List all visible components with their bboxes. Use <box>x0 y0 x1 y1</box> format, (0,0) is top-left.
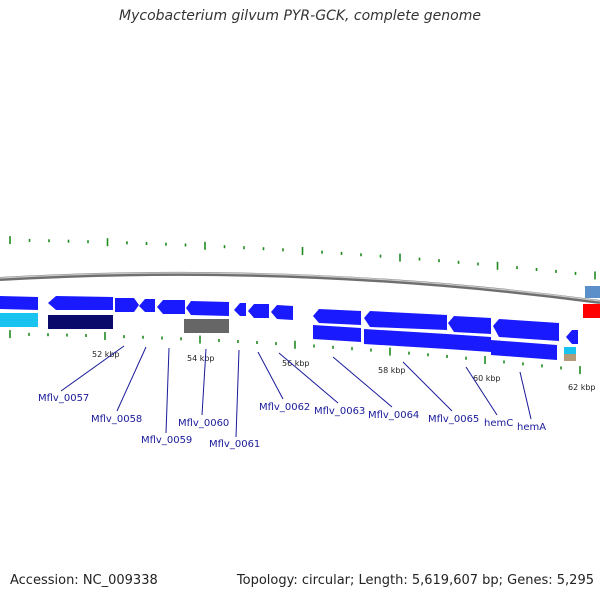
gene-label[interactable]: Mflv_0061 <box>209 439 260 450</box>
gene-feature[interactable] <box>448 316 491 334</box>
scale-label-58kbp: 58 kbp <box>378 366 406 375</box>
genome-backbone <box>0 271 600 304</box>
label-leaders <box>60 345 532 438</box>
gene-feature[interactable] <box>447 334 491 352</box>
gene-label[interactable]: Mflv_0064 <box>368 410 419 421</box>
gene-feature[interactable] <box>0 296 38 310</box>
gene-labels: Mflv_0057 Mflv_0058 Mflv_0059 Mflv_0060 … <box>38 393 546 450</box>
genome-backbone-highlight <box>0 272 600 302</box>
gene-label[interactable]: Mflv_0060 <box>178 418 229 429</box>
gene-label[interactable]: Mflv_0059 <box>141 435 192 446</box>
gene-feature[interactable] <box>364 329 447 349</box>
gene-label[interactable]: hemC <box>484 418 513 429</box>
gene-feature[interactable] <box>271 305 293 320</box>
gene-feature[interactable] <box>248 304 269 318</box>
gene-feature[interactable] <box>313 309 361 325</box>
scale-label-54kbp: 54 kbp <box>187 354 215 363</box>
gene-feature[interactable] <box>364 311 447 330</box>
gene-feature[interactable] <box>564 347 576 354</box>
gene-feature[interactable] <box>583 304 600 318</box>
gene-feature[interactable] <box>234 303 246 316</box>
gene-feature[interactable] <box>313 325 361 342</box>
accession-label: Accession: NC_009338 <box>10 573 158 588</box>
gene-feature[interactable] <box>491 340 557 360</box>
scale-label-62kbp: 62 kbp <box>568 383 596 392</box>
scale-tick-track <box>9 330 581 375</box>
gene-feature[interactable] <box>0 313 38 327</box>
gene-feature[interactable] <box>564 354 576 361</box>
scale-label-60kbp: 60 kbp <box>473 374 501 383</box>
gene-feature[interactable] <box>184 319 229 333</box>
gene-label[interactable]: Mflv_0063 <box>314 406 365 417</box>
gene-feature[interactable] <box>115 298 139 312</box>
forward-strand-track <box>0 286 600 344</box>
gene-feature[interactable] <box>48 296 113 310</box>
gene-label[interactable]: Mflv_0062 <box>259 402 310 413</box>
reverse-strand-track <box>0 313 576 361</box>
gene-label[interactable]: Mflv_0065 <box>428 414 479 425</box>
gene-feature[interactable] <box>48 315 113 329</box>
scale-labels: 52 kbp 54 kbp 56 kbp 58 kbp 60 kbp 62 kb… <box>92 350 596 392</box>
gc-skew-track <box>9 236 596 280</box>
gene-label[interactable]: Mflv_0058 <box>91 414 142 425</box>
gene-feature[interactable] <box>139 299 155 312</box>
scale-label-56kbp: 56 kbp <box>282 359 310 368</box>
gene-feature[interactable] <box>493 319 559 341</box>
gene-feature[interactable] <box>566 330 578 344</box>
map-title: Mycobacterium gilvum PYR-GCK, complete g… <box>119 8 481 24</box>
gene-feature[interactable] <box>186 301 229 316</box>
gene-feature[interactable] <box>157 300 185 314</box>
gene-label[interactable]: hemA <box>517 422 546 433</box>
gene-feature[interactable] <box>585 286 600 298</box>
genome-summary: Topology: circular; Length: 5,619,607 bp… <box>236 573 594 588</box>
scale-label-52kbp: 52 kbp <box>92 350 120 359</box>
gene-label[interactable]: Mflv_0057 <box>38 393 89 404</box>
